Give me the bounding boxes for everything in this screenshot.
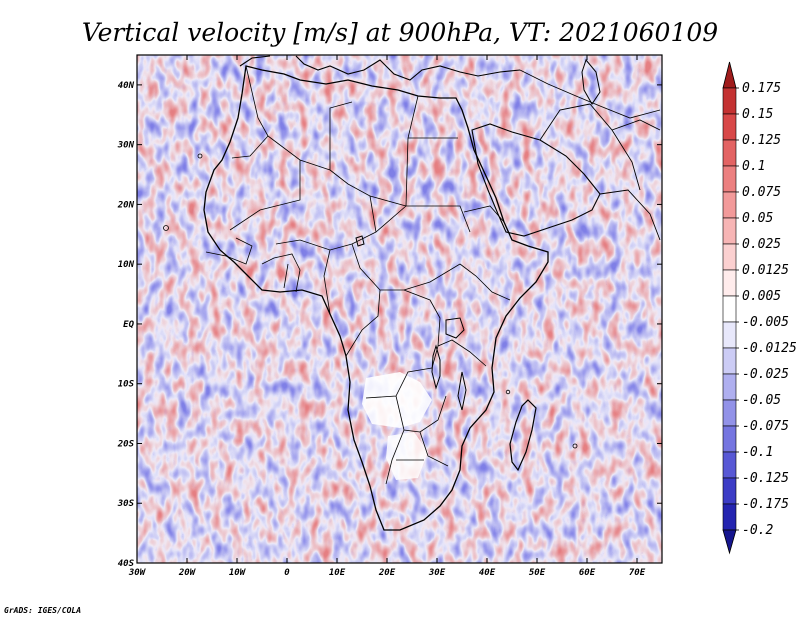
colorbar-label: 0.1 (742, 159, 765, 174)
lon-label: 10E (329, 568, 346, 578)
latitude-axis: 40N 30N 20N 10N EQ 10S 20S 30S 40S (117, 81, 662, 569)
lon-label: 30W (128, 568, 147, 578)
colorbar-label: 0.05 (742, 211, 773, 226)
colorbar-swatch (722, 399, 737, 427)
madagascar-outline (509, 399, 537, 472)
colorbar-label: -0.025 (742, 367, 789, 382)
caspian-sea-outline (581, 58, 601, 105)
longitude-axis: 30W 20W 10W 0 10E 20E 30E 40E 50E 60E 70E (128, 55, 646, 578)
lon-label: 40E (479, 568, 496, 578)
comoros-islands (505, 389, 511, 395)
lon-label: 70E (629, 568, 646, 578)
lon-label: 30E (428, 568, 446, 578)
colorbar-label: -0.0125 (742, 341, 797, 356)
lake-malawi-outline (457, 371, 467, 411)
africa-coastline (203, 65, 549, 531)
arabia-outline (471, 123, 601, 237)
lat-label: 40N (118, 81, 135, 91)
lake-tanganyika-outline (431, 344, 441, 390)
colorbar-swatch (722, 217, 737, 245)
lat-label: 20N (117, 200, 135, 210)
lake-chad-outline (355, 235, 365, 247)
calm-region-botswana (386, 432, 428, 480)
colorbar-swatch (722, 139, 737, 167)
lat-label: 30N (117, 141, 135, 151)
mauritius-island (572, 443, 578, 449)
colorbar-swatch (722, 503, 737, 531)
colorbar-swatch (722, 269, 737, 297)
lat-label: 10N (118, 260, 135, 270)
map-frame (136, 54, 663, 564)
lat-label: 10S (118, 380, 135, 390)
colorbar-swatch (722, 191, 737, 219)
colorbar-swatch (722, 243, 737, 271)
lat-label: 30S (117, 499, 135, 509)
lon-label: 20E (378, 568, 396, 578)
colorbar-label: 0.005 (742, 289, 781, 304)
colorbar-label: -0.05 (742, 393, 781, 408)
africa-country-borders (205, 65, 511, 485)
lon-label: 50E (529, 568, 546, 578)
lon-label: 20W (178, 568, 197, 578)
colorbar-swatch (722, 373, 737, 401)
colorbar-swatch (722, 295, 737, 323)
colorbar-label: -0.005 (742, 315, 789, 330)
colorbar-swatch (722, 113, 737, 141)
colorbar-swatch (722, 347, 737, 375)
lat-label: 20S (117, 439, 135, 449)
asia-borders (519, 69, 661, 241)
velocity-field (137, 55, 662, 563)
colorbar-label: 0.175 (742, 81, 781, 96)
colorbar-swatch (722, 87, 737, 115)
lake-victoria-outline (445, 317, 465, 339)
colorbar-label: -0.2 (742, 523, 773, 538)
chart-title: Vertical velocity [m/s] at 900hPa, VT: 2… (82, 18, 718, 47)
lat-label: 40S (118, 559, 135, 569)
colorbar-swatch (722, 477, 737, 505)
colorbar-label: -0.125 (742, 471, 789, 486)
map-panel (137, 55, 662, 563)
colorbar-label: 0.125 (742, 133, 781, 148)
europe-coastline (239, 55, 521, 81)
colorbar-top-arrow (722, 61, 737, 89)
lon-label: 60E (579, 568, 596, 578)
colorbar-label: 0.025 (742, 237, 781, 252)
colorbar-swatch (722, 425, 737, 453)
colorbar-legend: 0.175 0.15 0.125 0.1 0.075 0.05 0.025 0.0125 0.0… (722, 61, 797, 555)
colorbar-label: -0.1 (742, 445, 773, 460)
grads-credit: GrADS: IGES/COLA (4, 606, 81, 615)
colorbar-swatch (722, 165, 737, 193)
colorbar-label: 0.15 (742, 107, 773, 122)
lat-label: EQ (123, 320, 134, 330)
colorbar-swatch (722, 321, 737, 349)
lon-label: 10W (229, 568, 247, 578)
colorbar-label: 0.075 (742, 185, 781, 200)
colorbar-label: 0.0125 (742, 263, 789, 278)
colorbar-bottom-arrow (722, 529, 737, 555)
colorbar-label: -0.175 (742, 497, 789, 512)
colorbar-label: -0.075 (742, 419, 789, 434)
lon-label: 0 (284, 568, 290, 578)
colorbar-swatch (722, 451, 737, 479)
cape-verde-islands (163, 225, 169, 231)
canary-islands (197, 153, 203, 159)
